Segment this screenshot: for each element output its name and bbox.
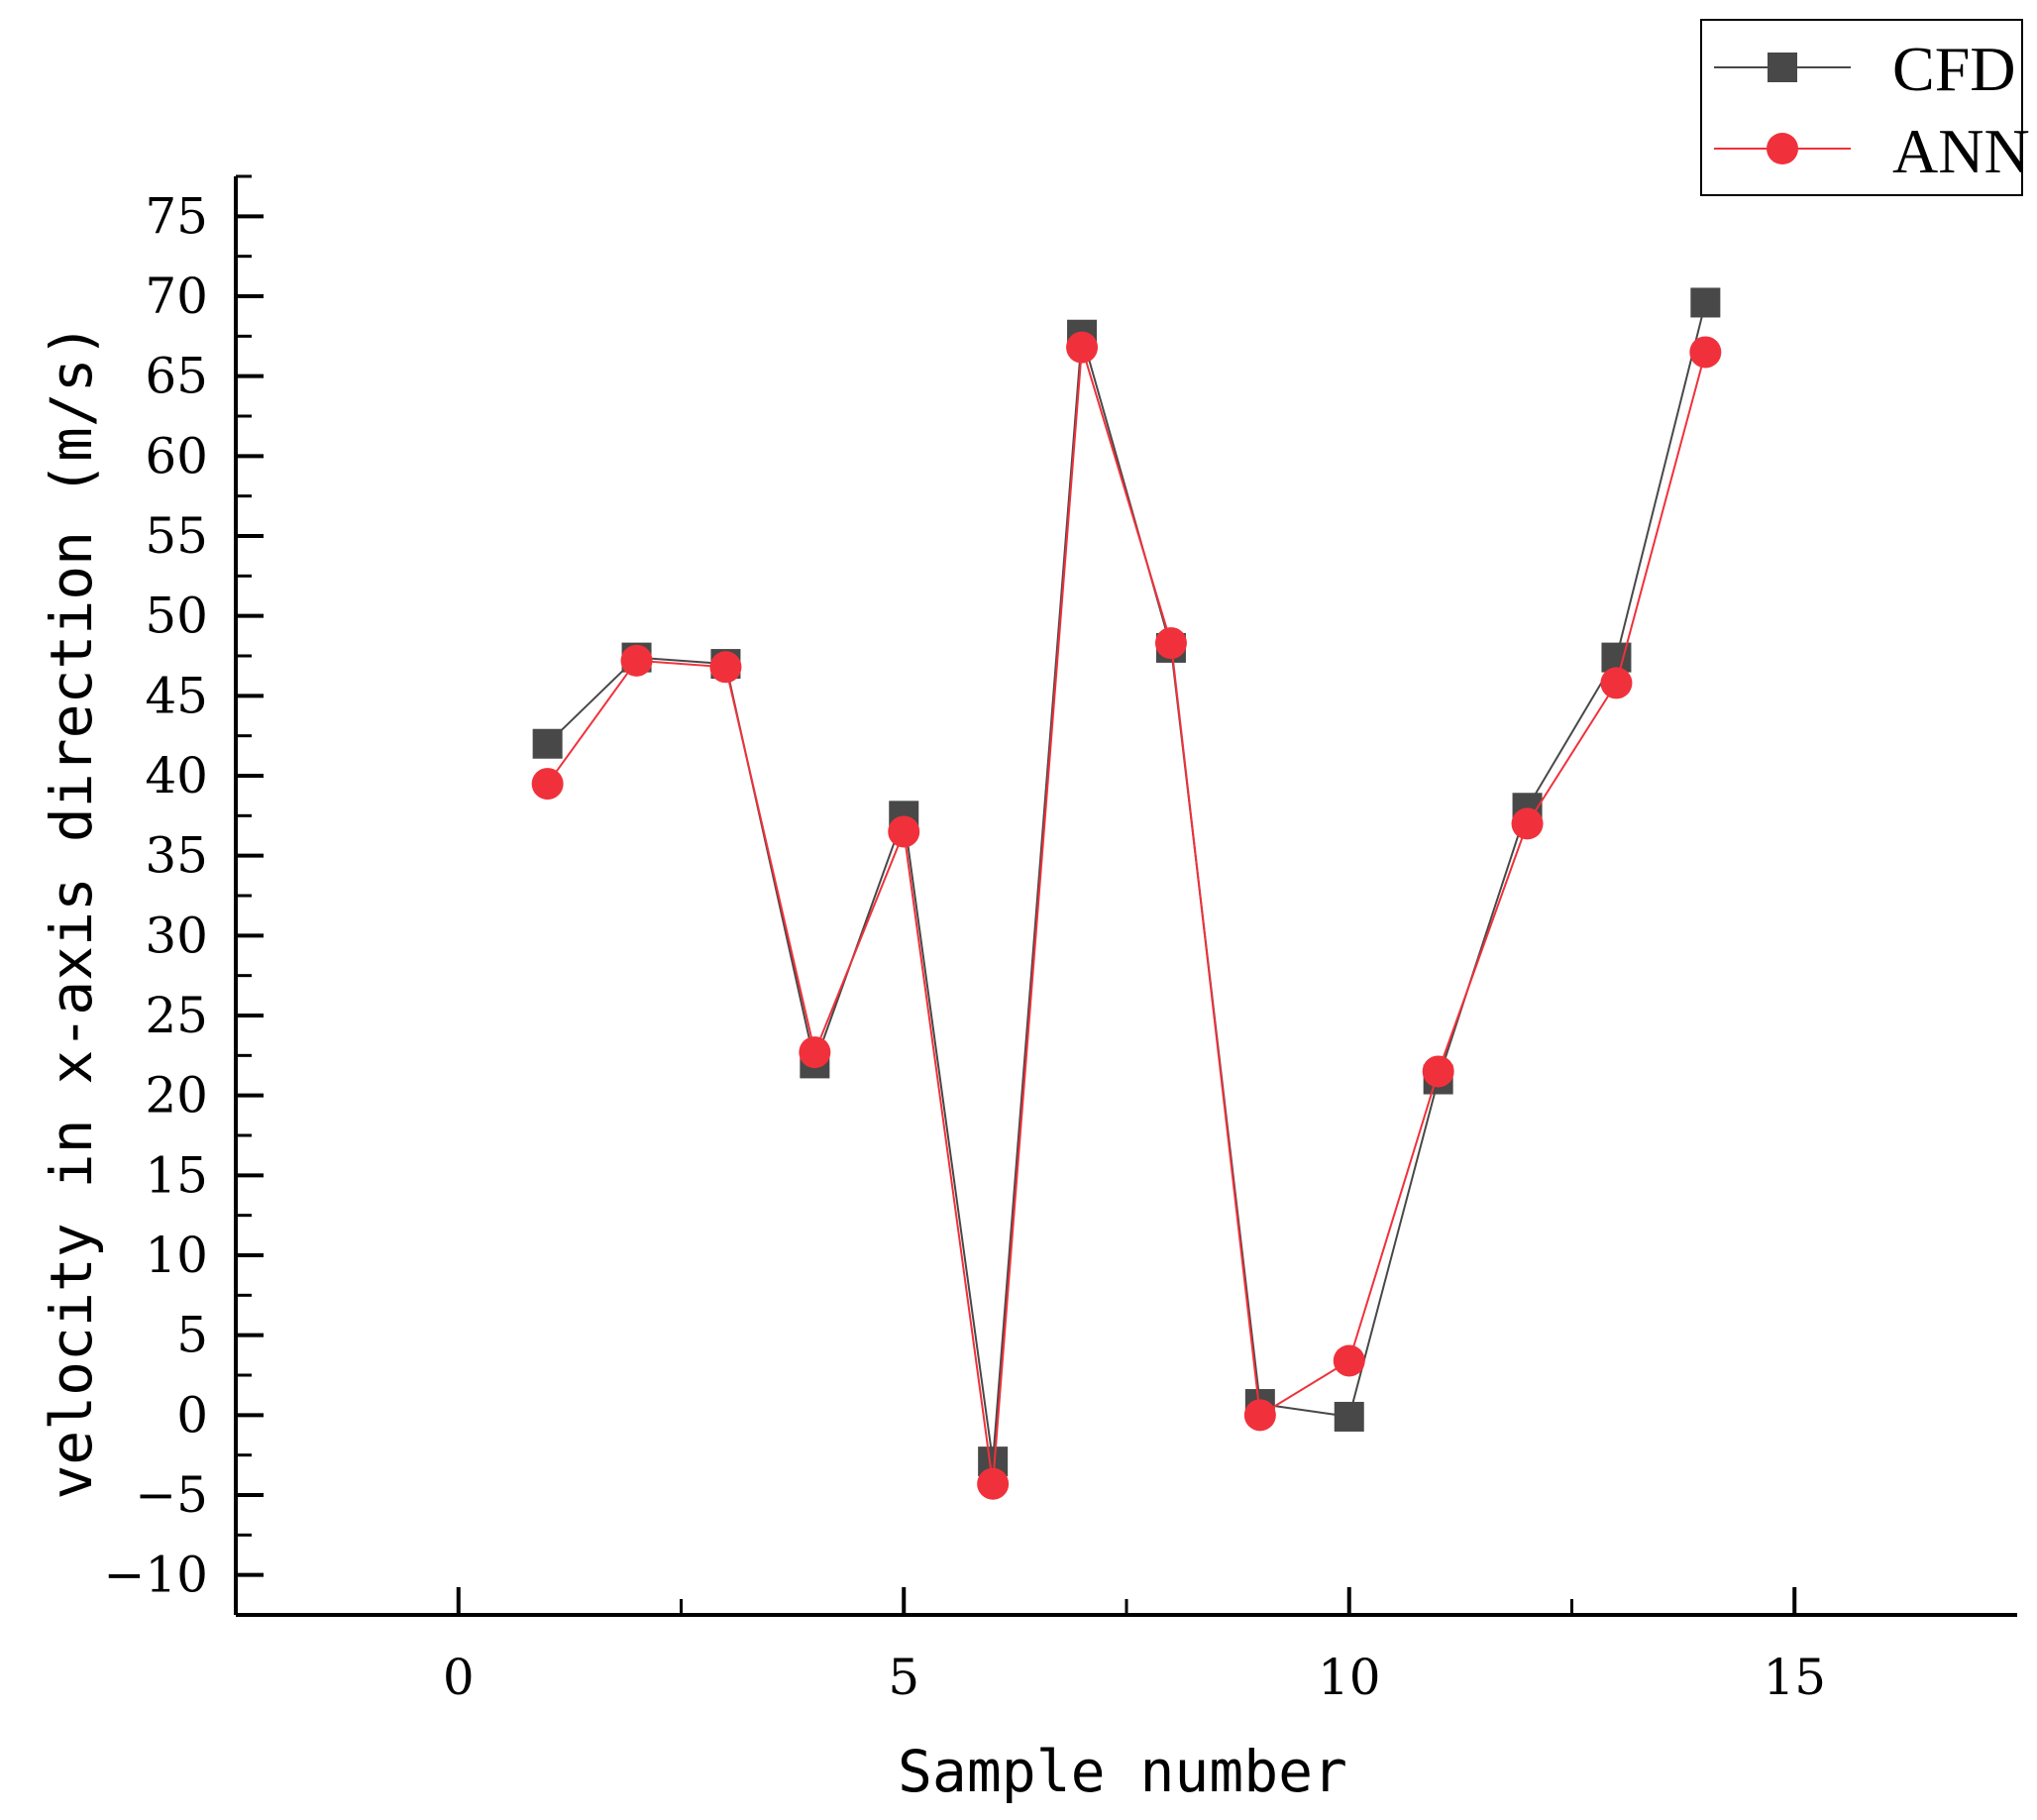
data-point-ann <box>1422 1055 1454 1088</box>
y-tick-label: 60 <box>145 427 208 484</box>
data-point-ann <box>1689 336 1722 369</box>
y-tick-label: −5 <box>135 1466 208 1524</box>
y-tick-label: 50 <box>145 588 208 645</box>
x-axis-title: Sample number <box>898 1738 1347 1805</box>
y-axis-ticks: −10 −5 0 5 10 15 20 25 30 35 40 45 50 55 60 65 70 75 <box>103 174 264 1617</box>
data-point-ann <box>977 1467 1010 1500</box>
y-tick-label: 25 <box>145 987 208 1044</box>
series-cfd <box>532 287 1721 1477</box>
y-tick-label: 70 <box>145 268 208 325</box>
series-layer <box>531 287 1722 1500</box>
data-point-ann <box>1066 331 1099 364</box>
y-tick-label: 15 <box>145 1146 208 1204</box>
data-point-cfd <box>1690 287 1721 318</box>
x-tick-label: 5 <box>888 1649 919 1706</box>
data-point-ann <box>1154 627 1187 660</box>
series-line-cfd <box>546 302 1707 1462</box>
legend-label-cfd: CFD <box>1892 34 2016 104</box>
data-point-ann <box>531 768 564 801</box>
legend-marker-cfd <box>1768 53 1797 82</box>
y-tick-label: 55 <box>145 507 208 565</box>
data-point-ann <box>888 815 920 848</box>
y-tick-label: 5 <box>176 1307 208 1364</box>
y-tick-label: 35 <box>145 827 208 885</box>
y-tick-label: 65 <box>145 348 208 405</box>
data-point-cfd <box>1334 1401 1364 1432</box>
data-point-ann <box>709 651 742 684</box>
x-tick-label: 10 <box>1318 1649 1381 1706</box>
data-point-ann <box>620 644 653 677</box>
x-tick-label: 15 <box>1763 1649 1826 1706</box>
y-tick-label: 75 <box>145 187 208 245</box>
y-tick-label: 0 <box>176 1386 208 1444</box>
y-tick-label: 20 <box>145 1067 208 1124</box>
data-point-ann <box>1333 1344 1365 1377</box>
y-tick-label: 10 <box>145 1227 208 1284</box>
series-ann <box>531 331 1722 1500</box>
data-point-ann <box>1511 807 1544 840</box>
legend-box <box>1700 19 2023 196</box>
data-point-cfd <box>532 728 563 759</box>
y-tick-label: 45 <box>145 667 208 724</box>
y-tick-label: 30 <box>145 907 208 964</box>
y-tick-label: −10 <box>103 1547 208 1604</box>
data-point-ann <box>1600 667 1633 699</box>
y-tick-label: 40 <box>145 747 208 804</box>
data-point-ann <box>799 1036 831 1069</box>
axes <box>234 176 2017 1617</box>
legend: CFD ANN <box>1700 19 2030 196</box>
x-axis-ticks: 0 5 10 15 <box>443 1587 1826 1706</box>
x-tick-label: 0 <box>443 1649 475 1706</box>
legend-label-ann: ANN <box>1892 116 2030 186</box>
legend-marker-ann <box>1767 133 1798 164</box>
data-point-ann <box>1243 1399 1276 1432</box>
series-line-ann <box>546 347 1707 1484</box>
y-axis-title: velocity in x-axis direction (m/s) <box>38 323 105 1499</box>
